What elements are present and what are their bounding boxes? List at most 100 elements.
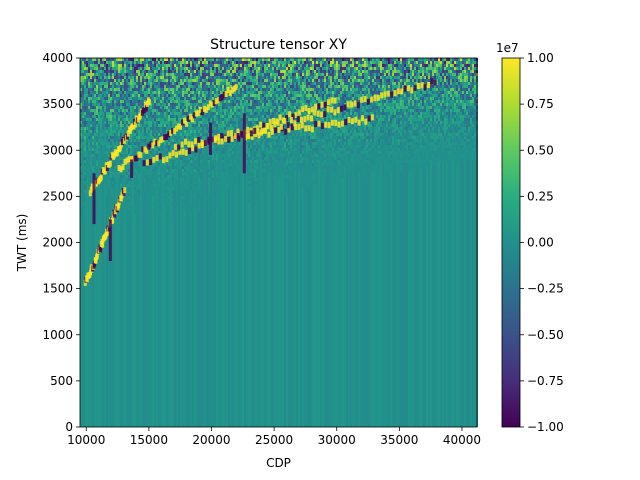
heatmap-cell [238, 85, 240, 88]
heatmap-cell [190, 193, 192, 196]
heatmap-cell [270, 106, 272, 109]
heatmap-cell [206, 133, 208, 136]
heatmap-cell [280, 160, 282, 163]
heatmap-cell [204, 67, 206, 70]
heatmap-cell [156, 151, 158, 154]
heatmap-cell [258, 91, 260, 94]
heatmap-cell [108, 58, 110, 61]
heatmap-cell [180, 91, 182, 94]
heatmap-cell [182, 163, 184, 166]
heatmap-cell [296, 154, 298, 157]
heatmap-cell [222, 115, 224, 118]
heatmap-cell [102, 163, 104, 166]
heatmap-cell [246, 85, 248, 88]
heatmap-cell [148, 106, 150, 109]
heatmap-cell [86, 157, 88, 160]
heatmap-cell [148, 94, 150, 97]
heatmap-cell [170, 127, 172, 130]
heatmap-cell [286, 106, 288, 109]
heatmap-cell [186, 145, 188, 148]
heatmap-cell [152, 67, 154, 70]
heatmap-cell [218, 118, 220, 121]
heatmap-cell [122, 67, 124, 70]
heatmap-cell [94, 82, 96, 85]
heatmap-cell [80, 115, 82, 118]
heatmap-cell [176, 79, 178, 82]
heatmap-cell [434, 58, 436, 427]
heatmap-cell [148, 169, 150, 172]
heatmap-cell [402, 58, 404, 427]
heatmap-cell [104, 130, 106, 133]
heatmap-cell [228, 160, 230, 163]
heatmap-cell [146, 142, 148, 145]
heatmap-cell [154, 151, 156, 154]
heatmap-cell [266, 64, 268, 67]
heatmap-cell [172, 163, 174, 166]
heatmap-cell [144, 139, 146, 142]
heatmap-cell [264, 178, 266, 181]
heatmap-cell [122, 178, 124, 181]
heatmap-cell [114, 82, 116, 85]
heatmap-cell [152, 139, 154, 142]
heatmap-cell [178, 88, 180, 91]
heatmap-cell [182, 154, 184, 157]
heatmap-cell [126, 166, 128, 169]
heatmap-cell [212, 88, 214, 91]
heatmap-cell [168, 100, 170, 103]
heatmap-cell [262, 97, 264, 100]
heatmap-cell [198, 181, 200, 184]
heatmap-cell [132, 154, 134, 157]
heatmap-cell [90, 163, 92, 166]
heatmap-cell [130, 196, 132, 199]
heatmap-cell [272, 115, 274, 118]
heatmap-cell [84, 76, 86, 79]
heatmap-cell [270, 172, 272, 175]
heatmap-cell [166, 196, 168, 199]
heatmap-cell [256, 85, 258, 88]
heatmap-cell [98, 133, 100, 136]
heatmap-cell [266, 79, 268, 82]
heatmap-cell [208, 61, 210, 64]
heatmap-cell [288, 157, 290, 160]
heatmap-cell [210, 67, 212, 70]
heatmap-cell [258, 115, 260, 118]
heatmap-cell [118, 118, 120, 121]
heatmap-cell [120, 205, 122, 208]
heatmap-cell [112, 190, 114, 193]
heatmap-cell [214, 145, 216, 148]
heatmap-cell [90, 94, 92, 97]
heatmap-cell [184, 187, 186, 190]
heatmap-cell [220, 151, 222, 154]
heatmap-cell [262, 160, 264, 163]
heatmap-cell [166, 181, 168, 184]
heatmap-cell [118, 79, 120, 82]
heatmap-cell [102, 97, 104, 100]
heatmap-cell [258, 175, 260, 178]
heatmap-cell [258, 70, 260, 73]
heatmap-cell [190, 175, 192, 178]
heatmap-cell [146, 196, 148, 199]
heatmap-cell [120, 106, 122, 109]
heatmap-cell [170, 61, 172, 64]
heatmap-cell [114, 172, 116, 175]
heatmap-cell [212, 178, 214, 181]
heatmap-cell [106, 76, 108, 79]
heatmap-cell [146, 154, 148, 157]
heatmap-cell [100, 148, 102, 151]
heatmap-cell [264, 187, 266, 190]
heatmap-cell [96, 103, 98, 106]
heatmap-cell [284, 178, 286, 181]
heatmap-cell [108, 193, 110, 196]
heatmap-cell [270, 91, 272, 94]
heatmap-cell [150, 58, 152, 61]
heatmap-cell [134, 67, 136, 70]
heatmap-cell [186, 112, 188, 115]
heatmap-cell [120, 214, 122, 217]
heatmap-cell [84, 211, 86, 214]
heatmap-cell [188, 85, 190, 88]
heatmap-cell [80, 169, 82, 172]
heatmap-cell [298, 151, 300, 154]
heatmap-cell [298, 61, 300, 64]
heatmap-cell [290, 154, 292, 157]
heatmap-cell [256, 76, 258, 79]
